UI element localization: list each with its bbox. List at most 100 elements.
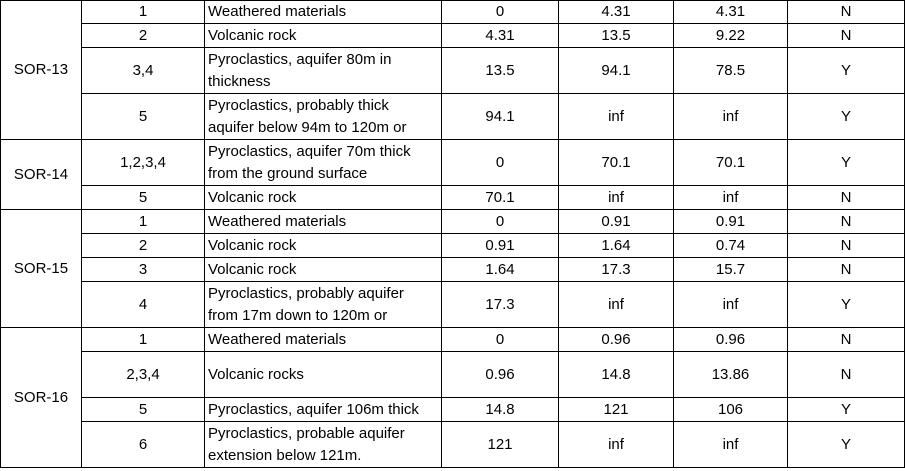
- table-row: 5 Volcanic rock 70.1 inf inf N: [1, 185, 905, 210]
- aquifer-flag-cell: Y: [787, 139, 905, 186]
- depth-bottom-cell: 13.5: [558, 23, 674, 48]
- description-cell: Pyroclastics, aquifer 70m thick from the…: [204, 139, 442, 186]
- depth-top-cell: 121: [441, 421, 559, 468]
- description-cell: Volcanic rock: [204, 23, 442, 48]
- table-row: 6 Pyroclastics, probable aquifer extensio…: [1, 421, 905, 468]
- layer-cell: 5: [81, 93, 205, 140]
- aquifer-flag-cell: N: [787, 351, 905, 398]
- site-id-cell: SOR-13: [0, 0, 82, 140]
- layer-cell: 6: [81, 421, 205, 468]
- aquifer-flag-cell: Y: [787, 47, 905, 94]
- depth-bottom-cell: inf: [558, 281, 674, 328]
- layer-cell: 1,2,3,4: [81, 139, 205, 186]
- thickness-cell: 4.31: [673, 0, 788, 24]
- layer-cell: 5: [81, 397, 205, 422]
- description-cell: Volcanic rock: [204, 233, 442, 258]
- depth-top-cell: 0: [441, 139, 559, 186]
- thickness-cell: inf: [673, 421, 788, 468]
- table-row: 5 Pyroclastics, aquifer 106m thick 14.8 121…: [1, 397, 905, 422]
- depth-bottom-cell: inf: [558, 93, 674, 140]
- depth-bottom-cell: 14.8: [558, 351, 674, 398]
- depth-top-cell: 70.1: [441, 185, 559, 210]
- description-cell: Weathered materials: [204, 209, 442, 234]
- depth-top-cell: 13.5: [441, 47, 559, 94]
- depth-top-cell: 0: [441, 209, 559, 234]
- layer-cell: 2: [81, 23, 205, 48]
- layer-cell: 3,4: [81, 47, 205, 94]
- layer-cell: 1: [81, 327, 205, 352]
- aquifer-flag-cell: N: [787, 233, 905, 258]
- aquifer-flag-cell: Y: [787, 281, 905, 328]
- depth-bottom-cell: 94.1: [558, 47, 674, 94]
- layer-cell: 2,3,4: [81, 351, 205, 398]
- thickness-cell: 0.91: [673, 209, 788, 234]
- description-cell: Pyroclastics, aquifer 80m in thickness: [204, 47, 442, 94]
- depth-top-cell: 4.31: [441, 23, 559, 48]
- site-id-cell: SOR-15: [0, 209, 82, 328]
- table-row: 5 Pyroclastics, probably thick aquifer be…: [1, 93, 905, 140]
- table-row: SOR-15 1 Weathered materials 0 0.91 0.91 N: [0, 209, 905, 328]
- table-row: 2 Volcanic rock 0.91 1.64 0.74 N: [1, 233, 905, 258]
- description-cell: Pyroclastics, probable aquifer extension…: [204, 421, 442, 468]
- table-row: SOR-13 1 Weathered materials 0 4.31 4.31 N: [0, 0, 905, 140]
- description-cell: Volcanic rocks: [204, 351, 442, 398]
- depth-top-cell: 0: [441, 327, 559, 352]
- depth-top-cell: 94.1: [441, 93, 559, 140]
- aquifer-flag-cell: Y: [787, 421, 905, 468]
- depth-bottom-cell: 70.1: [558, 139, 674, 186]
- thickness-cell: 70.1: [673, 139, 788, 186]
- aquifer-flag-cell: N: [787, 327, 905, 352]
- layer-cell: 2: [81, 233, 205, 258]
- aquifer-flag-cell: N: [787, 209, 905, 234]
- layer-cell: 3: [81, 257, 205, 282]
- description-cell: Weathered materials: [204, 327, 442, 352]
- depth-bottom-cell: 1.64: [558, 233, 674, 258]
- thickness-cell: inf: [673, 185, 788, 210]
- aquifer-flag-cell: N: [787, 0, 905, 24]
- thickness-cell: inf: [673, 281, 788, 328]
- description-cell: Volcanic rock: [204, 257, 442, 282]
- table-row: 4 Pyroclastics, probably aquifer from 17m…: [1, 281, 905, 328]
- depth-top-cell: 0.91: [441, 233, 559, 258]
- thickness-cell: 0.74: [673, 233, 788, 258]
- depth-bottom-cell: 17.3: [558, 257, 674, 282]
- thickness-cell: 78.5: [673, 47, 788, 94]
- aquifer-flag-cell: N: [787, 257, 905, 282]
- aquifer-flag-cell: N: [787, 23, 905, 48]
- depth-bottom-cell: 4.31: [558, 0, 674, 24]
- depth-bottom-cell: 0.91: [558, 209, 674, 234]
- layer-cell: 1: [81, 209, 205, 234]
- table-row: SOR-14 1,2,3,4 Pyroclastics, aquifer 70m t…: [0, 139, 905, 210]
- thickness-cell: 13.86: [673, 351, 788, 398]
- table-row: 2,3,4 Volcanic rocks 0.96 14.8 13.86 N: [1, 351, 905, 398]
- depth-bottom-cell: 121: [558, 397, 674, 422]
- thickness-cell: 15.7: [673, 257, 788, 282]
- depth-bottom-cell: 0.96: [558, 327, 674, 352]
- depth-top-cell: 0: [441, 0, 559, 24]
- table-row: 3 Volcanic rock 1.64 17.3 15.7 N: [1, 257, 905, 282]
- description-cell: Volcanic rock: [204, 185, 442, 210]
- depth-top-cell: 0.96: [441, 351, 559, 398]
- aquifer-flag-cell: Y: [787, 397, 905, 422]
- thickness-cell: 106: [673, 397, 788, 422]
- site-id-cell: SOR-14: [0, 139, 82, 210]
- table-row: 3,4 Pyroclastics, aquifer 80m in thicknes…: [1, 47, 905, 94]
- depth-bottom-cell: inf: [558, 185, 674, 210]
- layer-cell: 1: [81, 0, 205, 24]
- table-row: SOR-16 1 Weathered materials 0 0.96 0.96 N: [0, 327, 905, 468]
- depth-top-cell: 1.64: [441, 257, 559, 282]
- description-cell: Pyroclastics, aquifer 106m thick: [204, 397, 442, 422]
- aquifer-flag-cell: N: [787, 185, 905, 210]
- thickness-cell: 0.96: [673, 327, 788, 352]
- layer-cell: 5: [81, 185, 205, 210]
- depth-top-cell: 17.3: [441, 281, 559, 328]
- site-id-cell: SOR-16: [0, 327, 82, 468]
- thickness-cell: 9.22: [673, 23, 788, 48]
- description-cell: Weathered materials: [204, 0, 442, 24]
- table-row: 2 Volcanic rock 4.31 13.5 9.22 N: [1, 23, 905, 48]
- aquifer-flag-cell: Y: [787, 93, 905, 140]
- layer-cell: 4: [81, 281, 205, 328]
- depth-top-cell: 14.8: [441, 397, 559, 422]
